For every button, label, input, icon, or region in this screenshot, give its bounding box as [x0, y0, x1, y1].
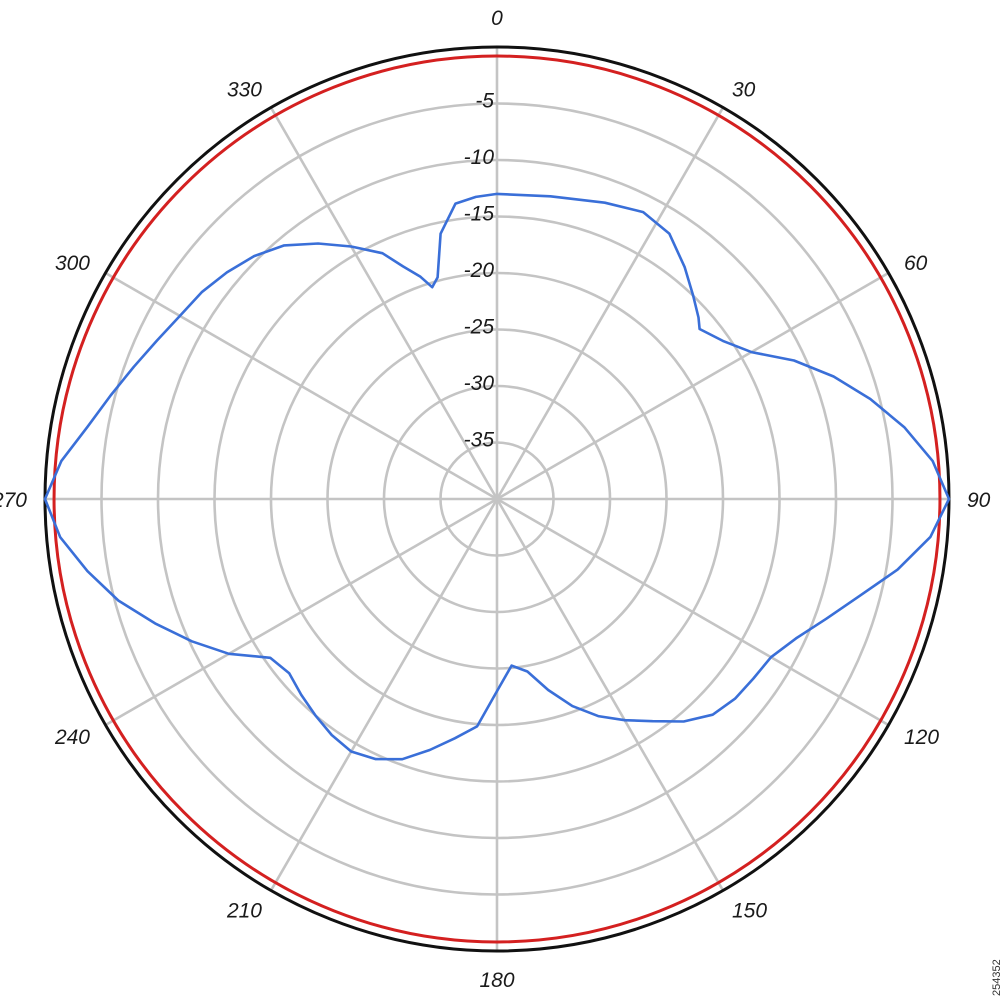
radial-tick-label: -5 — [475, 90, 494, 113]
axis-labels: 0 30 60 90 120 150 180 210 240 270 300 330 -5 -10 -15 -… — [0, 7, 991, 992]
radial-tick-label: -30 — [464, 372, 495, 395]
grid-spoke — [104, 271, 498, 501]
angle-tick-label: 210 — [226, 900, 262, 923]
pattern-series-line — [43, 192, 951, 761]
radial-tick-label: -10 — [464, 146, 495, 169]
angle-tick-label: 60 — [904, 252, 928, 275]
radial-tick-label: -25 — [464, 316, 495, 339]
angle-tick-label: 150 — [732, 900, 767, 923]
figure-id: 254352 — [991, 959, 1003, 996]
polar-grid — [43, 45, 951, 953]
series-layer — [43, 54, 951, 944]
angle-tick-label: 270 — [0, 489, 27, 512]
radial-tick-label: -15 — [464, 203, 495, 226]
angle-tick-label: 30 — [732, 79, 756, 102]
angle-tick-label: 120 — [904, 726, 939, 749]
angle-tick-label: 240 — [54, 726, 90, 749]
angle-tick-label: 90 — [967, 489, 991, 512]
grid-spoke — [104, 497, 498, 727]
grid-spoke — [495, 498, 725, 892]
grid-spoke — [269, 498, 499, 892]
grid-spoke — [496, 497, 890, 727]
angle-tick-label: 0 — [491, 7, 503, 30]
angle-tick-label: 330 — [227, 79, 262, 102]
radial-tick-label: -20 — [464, 259, 495, 282]
grid-spoke — [495, 106, 725, 500]
radial-tick-label: -35 — [464, 429, 495, 452]
grid-spoke — [269, 106, 499, 500]
reference-series-line — [52, 54, 942, 944]
angle-tick-label: 180 — [479, 969, 514, 992]
grid-spoke — [496, 271, 890, 501]
angle-tick-label: 300 — [55, 252, 90, 275]
